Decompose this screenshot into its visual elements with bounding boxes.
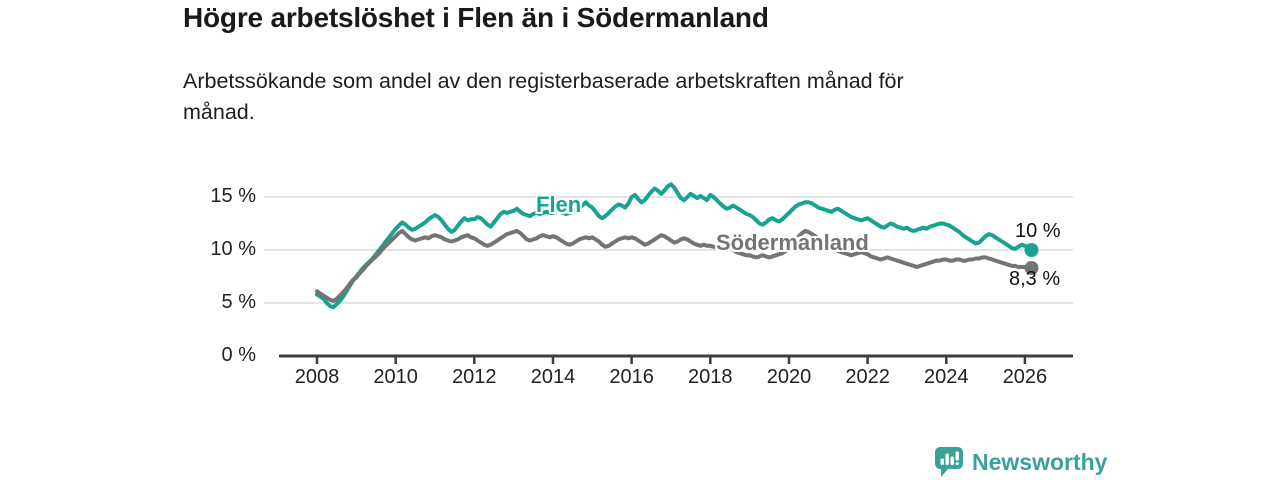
brand-name: Newsworthy — [972, 448, 1108, 475]
end-value-label-sodermanland: 8,3 % — [1009, 268, 1061, 290]
y-axis-tick-label: 10 % — [210, 238, 256, 260]
series-line-sodermanland — [315, 228, 1034, 303]
y-axis-tick-label: 5 % — [221, 291, 256, 313]
x-axis-tick-label: 2026 — [1002, 366, 1048, 388]
y-axis-tick-label: 15 % — [210, 185, 256, 207]
x-axis-tick-label: 2022 — [845, 366, 890, 388]
series-line-flen — [315, 182, 1034, 310]
x-axis-tick-label: 2016 — [609, 366, 654, 388]
page-title: Högre arbetslöshet i Flen än i Södermanl… — [183, 2, 769, 33]
x-axis-tick-label: 2018 — [688, 366, 733, 388]
series-endpoint-sodermanland — [1024, 261, 1039, 275]
y-axis-tick-label: 0 % — [221, 344, 256, 366]
x-axis-tick-label: 2020 — [766, 366, 812, 388]
x-axis-tick-label: 2014 — [530, 366, 576, 388]
page-subtitle: Arbetssökande som andel av den registerb… — [183, 69, 904, 124]
series-label-sodermanland: Södermanland — [716, 230, 869, 255]
x-axis-tick-label: 2010 — [373, 366, 418, 388]
newsworthy-brand: Newsworthy — [934, 446, 1107, 478]
x-axis-tick-label: 2024 — [924, 366, 969, 388]
x-axis-tick-label: 2012 — [452, 366, 497, 388]
series-endpoint-flen — [1024, 243, 1039, 257]
x-axis-tick-label: 2008 — [294, 366, 340, 388]
bar-chart-speech-bubble-icon — [935, 447, 963, 477]
end-value-label-flen: 10 % — [1015, 220, 1061, 242]
series-label-flen: Flen — [536, 192, 582, 217]
